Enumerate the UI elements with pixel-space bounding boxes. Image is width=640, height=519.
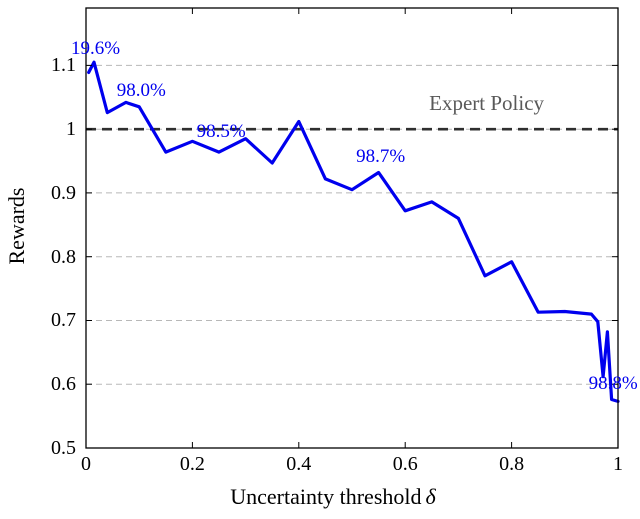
y-axis-title: Rewards: [4, 187, 29, 265]
y-tick-label: 0.7: [51, 309, 76, 332]
y-tick-label: 0.6: [51, 373, 76, 396]
x-tick-label: 0.8: [499, 453, 525, 475]
y-tick-label: 1.1: [51, 54, 76, 77]
x-tick-label: 0.4: [286, 453, 312, 475]
x-tick-label: 0: [81, 453, 91, 475]
plot-border: [85, 7, 619, 449]
y-tick-label: 0.8: [51, 245, 76, 268]
y-tick-label: 0.5: [51, 437, 76, 459]
success-rate-annotation: 19.6%: [71, 38, 121, 60]
x-tick-label: 0.6: [392, 453, 418, 475]
x-axis-title-text: Uncertainty threshold: [230, 484, 422, 509]
success-rate-annotation: 98.0%: [116, 79, 166, 101]
delta-symbol: δ: [425, 484, 436, 509]
x-axis-title: Uncertainty threshold δ: [230, 484, 435, 510]
y-tick-label: 1: [66, 118, 76, 141]
expert-policy-label: Expert Policy: [429, 91, 545, 115]
x-tick-label: 1: [613, 453, 623, 475]
success-rate-annotation: 98.8%: [588, 372, 638, 394]
success-rate-annotation: 98.7%: [356, 146, 406, 168]
y-tick-label: 0.9: [51, 181, 76, 204]
reward-curve: [87, 60, 620, 403]
x-tick-label: 0.2: [179, 453, 205, 475]
success-rate-annotation: 98.5%: [196, 121, 246, 143]
